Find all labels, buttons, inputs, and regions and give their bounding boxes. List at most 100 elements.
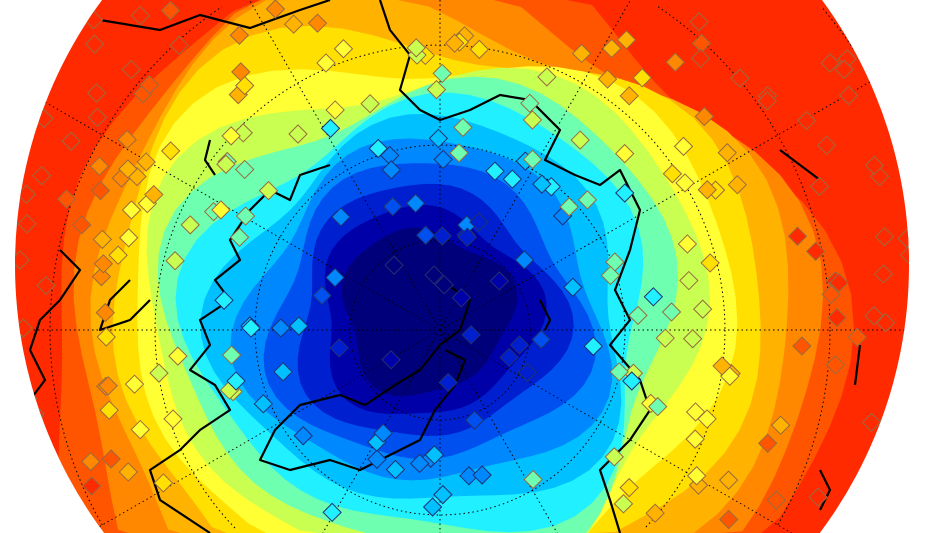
station-diamond <box>149 363 169 383</box>
station-diamond <box>253 394 274 414</box>
station-diamond <box>787 226 808 246</box>
station-diamond <box>531 329 551 350</box>
station-diamond <box>600 265 621 286</box>
station-diamond <box>469 212 489 232</box>
station-diamond <box>757 91 777 111</box>
station-diamond <box>690 48 711 69</box>
meridian-line <box>439 35 909 331</box>
station-diamond <box>169 35 189 56</box>
station-diamond <box>697 180 717 200</box>
station-diamond <box>444 33 465 53</box>
station-diamond <box>293 426 313 446</box>
station-diamond <box>381 349 401 370</box>
station-diamond <box>165 251 185 271</box>
station-diamond <box>509 335 530 355</box>
meridian-line <box>439 0 631 331</box>
station-diamond <box>848 16 869 37</box>
station-diamond <box>216 154 236 174</box>
station-diamond <box>662 164 683 184</box>
station-diamond <box>472 465 492 485</box>
station-diamond <box>409 453 430 474</box>
station-diamond <box>502 169 523 189</box>
station-diamond <box>827 307 847 328</box>
station-diamond <box>438 372 458 393</box>
station-diamond <box>121 200 142 220</box>
station-diamond <box>93 254 114 274</box>
station-diamond <box>118 462 138 482</box>
station-diamond <box>697 409 717 429</box>
station-diamond <box>523 469 543 490</box>
meridian-line <box>439 329 792 533</box>
station-diamond <box>86 83 107 103</box>
station-diamond <box>717 143 737 163</box>
station-diamond <box>677 234 698 254</box>
station-diamond <box>899 245 909 265</box>
station-diamond <box>520 93 540 114</box>
station-diamond <box>15 250 30 270</box>
station-diamond <box>616 30 637 50</box>
station-diamond <box>689 12 709 32</box>
station-diamond <box>26 93 47 113</box>
meridian-line <box>249 0 441 331</box>
station-diamond <box>537 67 557 87</box>
station-diamond <box>331 207 351 227</box>
station-diamond <box>325 100 345 120</box>
station-diamond <box>17 213 37 234</box>
station-diamond <box>628 305 648 326</box>
station-diamond <box>905 436 909 456</box>
station-diamond <box>424 265 444 285</box>
station-diamond <box>679 270 699 291</box>
station-diamond <box>273 362 293 382</box>
station-diamond <box>910 7 928 25</box>
station-diamond <box>433 484 453 505</box>
station-diamond <box>368 138 388 159</box>
station-diamond <box>322 502 342 523</box>
station-diamond <box>61 131 81 151</box>
station-diamond <box>661 302 682 322</box>
station-diamond <box>792 336 812 356</box>
station-diamond <box>307 13 328 33</box>
station-diamond <box>385 459 406 480</box>
station-diamond <box>655 328 675 348</box>
station-diamond <box>694 106 715 127</box>
station-diamond <box>95 302 115 323</box>
station-diamond <box>360 94 380 114</box>
station-diamond <box>469 39 490 60</box>
station-diamond <box>675 173 695 193</box>
station-diamond <box>373 423 393 443</box>
station-diamond <box>563 277 583 297</box>
station-diamond <box>424 445 445 465</box>
station-diamond <box>577 190 598 210</box>
station-diamond <box>901 326 909 346</box>
station-diamond <box>432 63 452 84</box>
station-diamond <box>118 159 138 179</box>
station-diamond <box>682 329 703 349</box>
station-diamond <box>130 419 150 440</box>
station-diamond <box>428 128 449 149</box>
station-diamond <box>614 143 635 164</box>
station-diamond <box>796 110 817 131</box>
station-diamond <box>718 509 739 530</box>
station-diamond <box>99 400 119 420</box>
station-diamond <box>461 325 481 345</box>
station-diamond <box>180 215 200 235</box>
station-diamond <box>15 116 33 136</box>
station-diamond <box>489 271 510 291</box>
station-diamond <box>861 412 882 433</box>
station-diamond <box>163 409 183 429</box>
station-diamond <box>234 159 255 180</box>
station-diamond <box>865 0 885 20</box>
station-diamond <box>808 487 828 507</box>
station-diamond <box>406 38 426 58</box>
station-diamond <box>15 503 34 523</box>
meridian-line <box>15 75 441 331</box>
station-diamond <box>806 241 826 262</box>
station-diamond <box>320 118 341 139</box>
station-diamond <box>87 107 108 128</box>
station-diamond <box>757 433 778 453</box>
station-diamond <box>622 371 642 391</box>
station-diamond <box>89 156 110 176</box>
station-diamond <box>464 410 485 430</box>
station-diamond <box>847 327 867 347</box>
station-diamond <box>288 124 308 144</box>
